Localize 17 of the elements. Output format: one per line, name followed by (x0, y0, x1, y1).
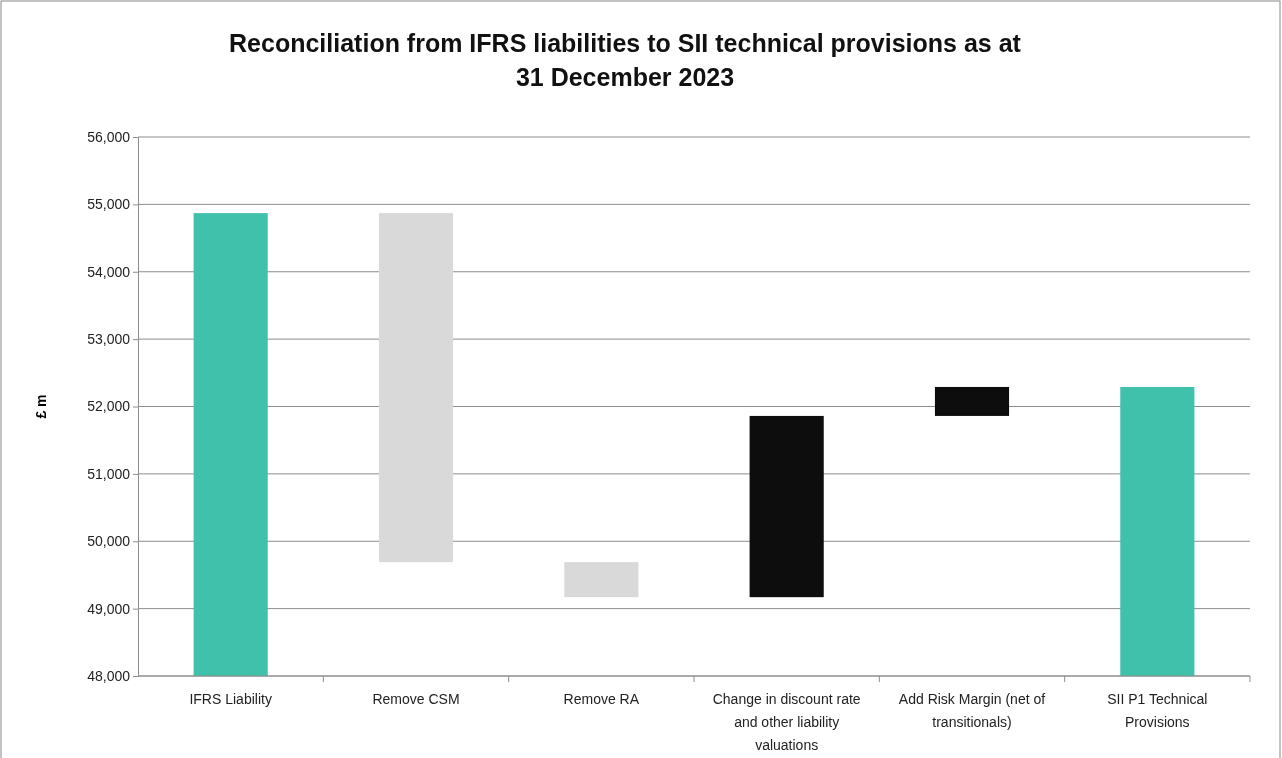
y-tick-label: 54,000 (87, 263, 131, 280)
x-tick-label: Add Risk Margin (net of transitionals) (898, 691, 1046, 730)
y-tick-label: 51,000 (87, 465, 131, 482)
y-axis-title: £ m (33, 394, 49, 419)
y-tick-label: 53,000 (87, 331, 131, 348)
y-tick-label: 56,000 (87, 128, 131, 145)
x-tick-label: Change in discount rate and other liability valuations (712, 691, 861, 753)
x-tick-label: IFRS Liability (189, 691, 272, 707)
y-tick-label: 50,000 (87, 533, 131, 550)
x-tick-label: Remove RA (563, 691, 640, 707)
y-tick-label: 52,000 (87, 398, 131, 415)
x-tick-label: SII P1 Technical Provisions (1107, 691, 1208, 730)
y-tick-label: 49,000 (87, 600, 131, 617)
x-tick-label: Remove CSM (372, 691, 460, 707)
y-tick-label: 55,000 (87, 196, 131, 213)
y-tick-label: 48,000 (87, 667, 131, 684)
chart-title: Reconciliation from IFRS liabilities to SII technical provisions as at 31 December 2023 (229, 29, 1022, 91)
